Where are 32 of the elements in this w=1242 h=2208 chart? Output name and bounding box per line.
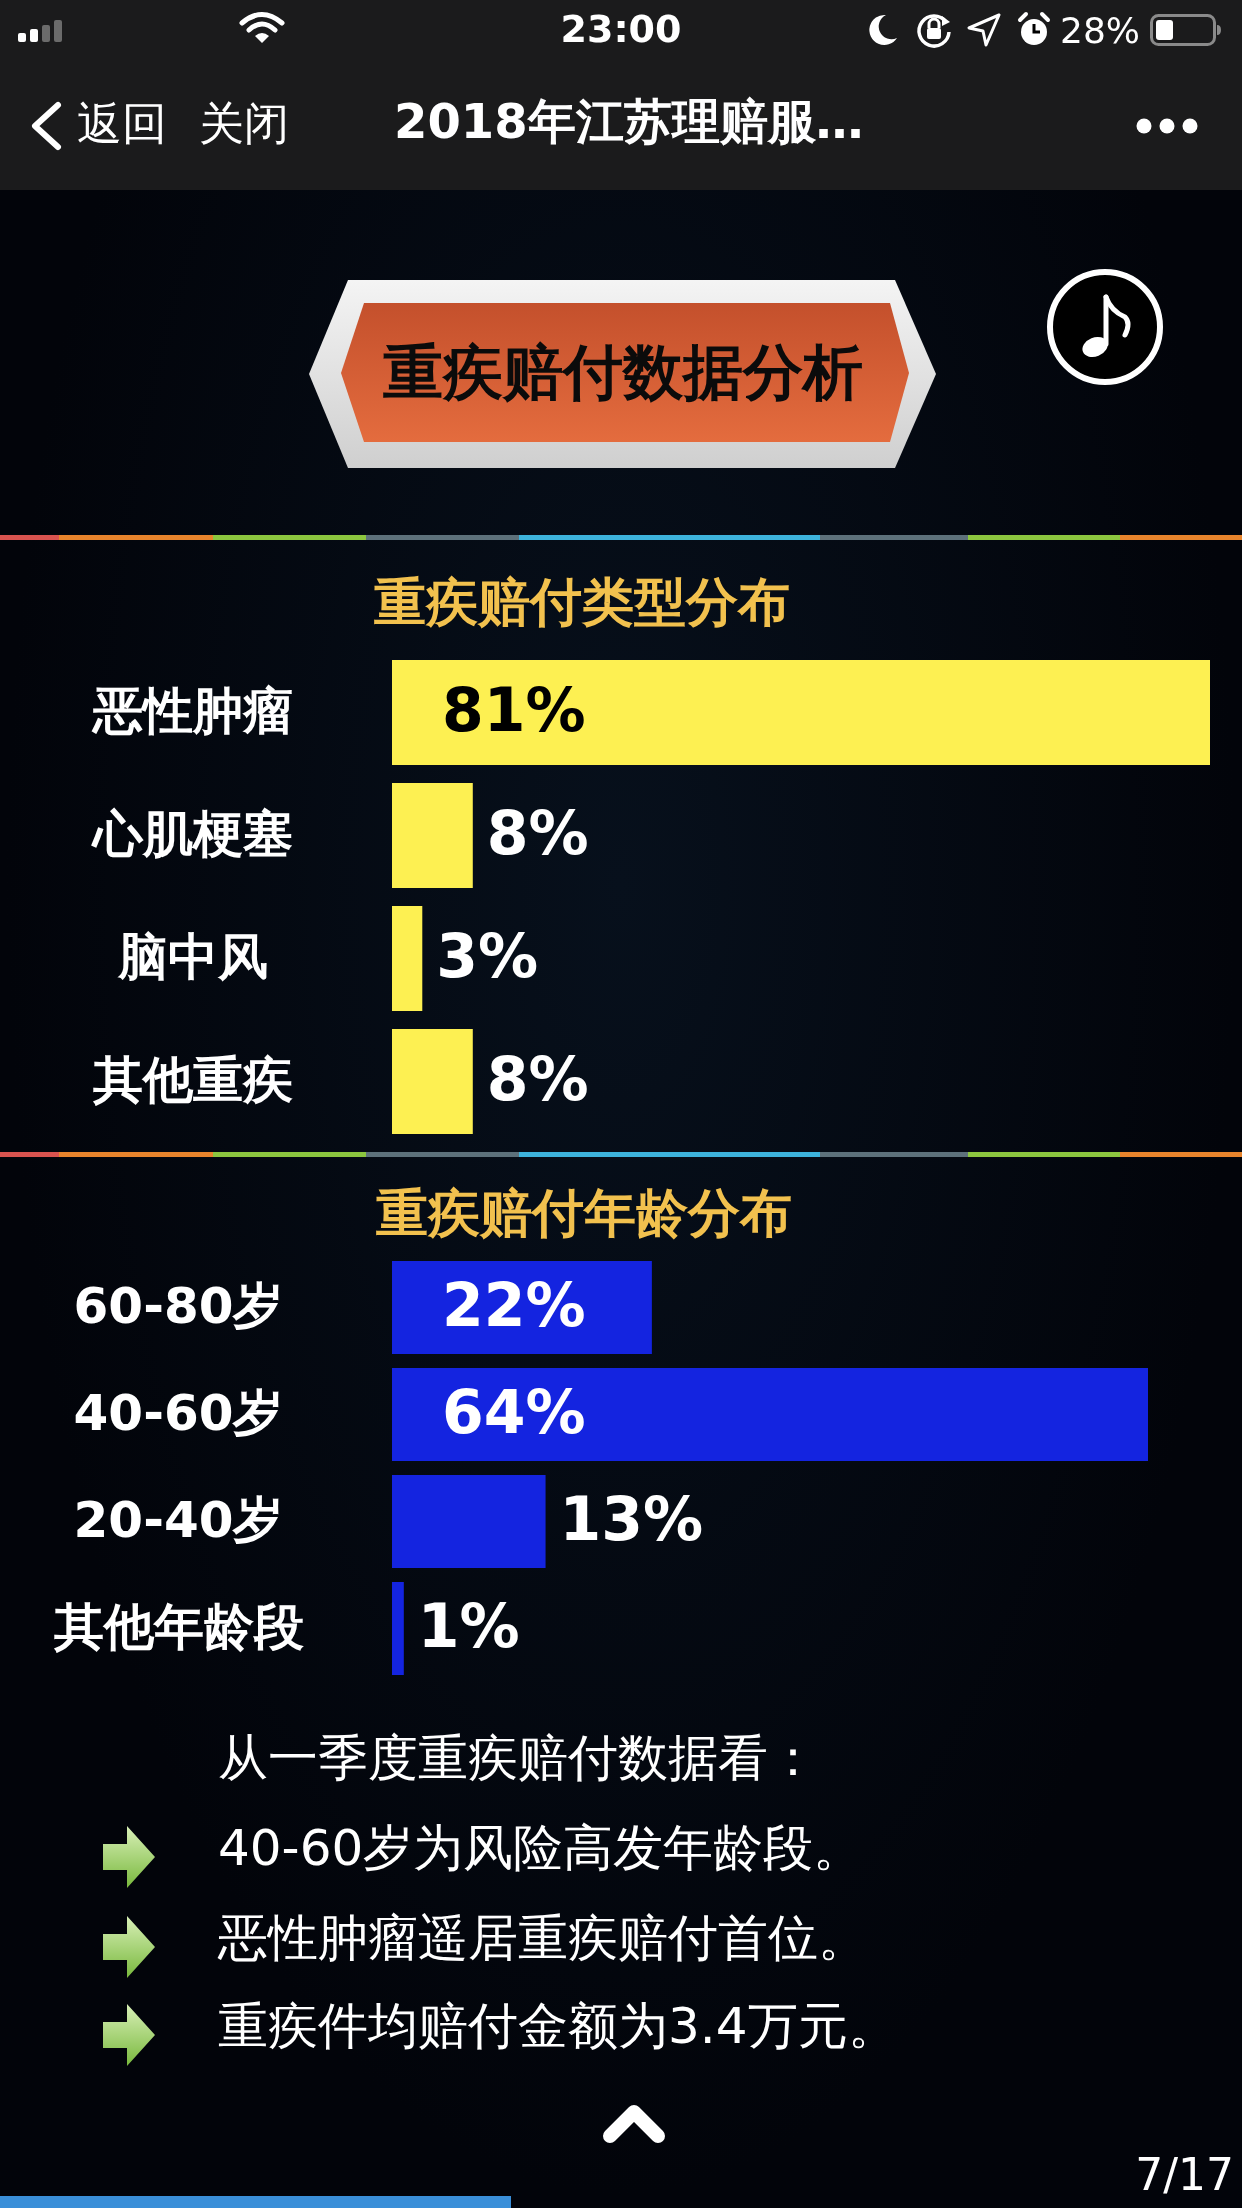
y-tick-label: 恶性肿瘤	[90, 681, 293, 740]
bar	[392, 1582, 404, 1675]
y-tick-label: 60-80岁	[73, 1276, 284, 1335]
y-tick-label: 其他重疾	[91, 1050, 293, 1109]
text: 23:00	[560, 7, 682, 52]
data-label: 8%	[486, 1043, 589, 1114]
data-label: 13%	[559, 1483, 704, 1554]
text: 2018年江苏理赔服…	[394, 93, 864, 150]
text: 关闭	[199, 97, 289, 150]
y-tick-label: 心肌梗塞	[90, 804, 293, 863]
data-label: 22%	[442, 1269, 586, 1340]
bar	[392, 1368, 1148, 1461]
text: 恶性肿瘤遥居重疾赔付首位。	[218, 1909, 868, 1968]
text: 返回	[77, 97, 167, 150]
text: 28%	[1059, 10, 1140, 52]
text: 从一季度重疾赔付数据看：	[218, 1729, 818, 1788]
chart-title: 重疾赔付类型分布	[374, 572, 790, 632]
y-tick-label: 20-40岁	[73, 1490, 284, 1549]
data-label: 81%	[442, 674, 586, 745]
data-label: 8%	[486, 797, 589, 868]
y-tick-label: 脑中风	[116, 927, 268, 986]
bar	[392, 1475, 546, 1568]
y-tick-label: 其他年龄段	[52, 1597, 304, 1656]
data-label: 3%	[436, 920, 539, 991]
data-label: 1%	[417, 1590, 520, 1661]
text: 重疾件均赔付金额为3.4万元。	[218, 1997, 898, 2056]
y-tick-label: 40-60岁	[73, 1383, 284, 1442]
text: 7/17	[1135, 2149, 1234, 2201]
text: 重疾赔付数据分析	[383, 337, 863, 407]
data-label: 64%	[442, 1376, 586, 1447]
text: 40-60岁为风险高发年龄段。	[218, 1819, 864, 1878]
chart-title: 重疾赔付年龄分布	[376, 1183, 792, 1243]
